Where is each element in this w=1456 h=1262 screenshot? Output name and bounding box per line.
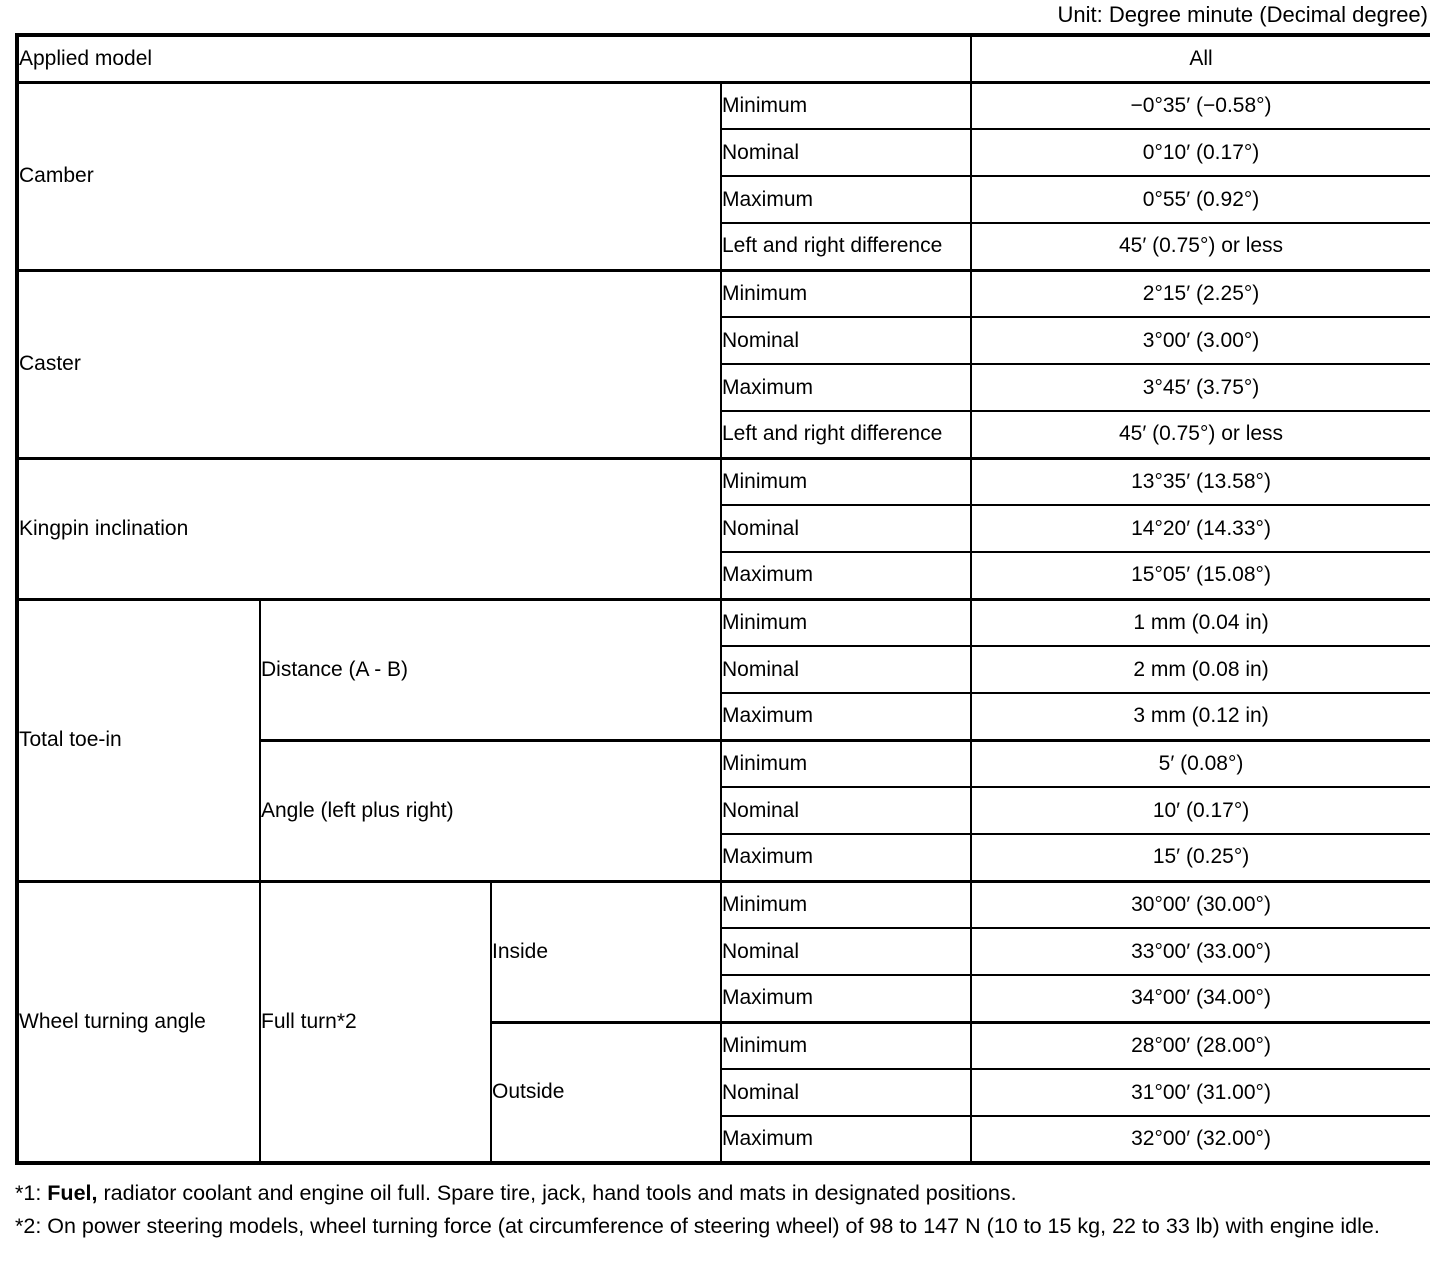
turning-inside-maximum-label: Maximum [719, 974, 973, 1023]
caster-maximum-value: 3°45′ (3.75°) [970, 363, 1431, 412]
table-row: Left and right difference 45′ (0.75°) or… [17, 222, 1431, 271]
toe-distance-nominal-label: Nominal [719, 645, 973, 694]
table-row: Maximum 32°00′ (32.00°) [17, 1115, 1431, 1164]
table-row: Nominal 2 mm (0.08 in) [17, 645, 1431, 694]
section-label-caster: Caster [16, 268, 722, 459]
caster-minimum-label: Minimum [719, 268, 973, 318]
toe-distance-nominal-value: 2 mm (0.08 in) [970, 645, 1431, 694]
table-row: Nominal 3°00′ (3.00°) [17, 316, 1431, 365]
kingpin-nominal-label: Nominal [719, 504, 973, 553]
table-row: Nominal 0°10′ (0.17°) [17, 128, 1431, 177]
kingpin-maximum-label: Maximum [719, 551, 973, 600]
applied-model-header-cell: Applied model [15, 34, 973, 83]
caster-maximum-label: Maximum [719, 363, 973, 412]
unit-note: Unit: Degree minute (Decimal degree) [1057, 2, 1429, 27]
table-row: Maximum 15′ (0.25°) [17, 833, 1431, 882]
toe-angle-maximum-label: Maximum [719, 833, 973, 882]
footnote-1-marker: *1: [15, 1181, 42, 1205]
turning-outside-nominal-label: Nominal [719, 1068, 973, 1117]
table-row: Kingpin inclination Minimum 13°35′ (13.5… [16, 456, 1431, 600]
toe-angle-nominal-value: 10′ (0.17°) [970, 786, 1431, 835]
camber-minimum-label: Minimum [719, 80, 973, 130]
turning-outside-minimum-label: Minimum [719, 1020, 973, 1070]
toe-distance-maximum-value: 3 mm (0.12 in) [970, 692, 1431, 741]
camber-minimum-value: −0°35′ (−0.58°) [970, 80, 1431, 130]
table-row: Nominal 14°20′ (14.33°) [17, 504, 1431, 553]
kingpin-maximum-value: 15°05′ (15.08°) [970, 551, 1431, 600]
subsection-label-distance: Distance (A - B) [259, 597, 722, 741]
footnote-1: *1: Fuel, radiator coolant and engine oi… [15, 1178, 1428, 1208]
table-row: Nominal 31°00′ (31.00°) [17, 1068, 1431, 1117]
table-row: Nominal 10′ (0.17°) [17, 786, 1431, 835]
subsection-label-inside: Inside [490, 879, 722, 1023]
section-label-wheel-turning-angle: Wheel turning angle [16, 879, 261, 1164]
table-row: Nominal 33°00′ (33.00°) [17, 927, 1431, 976]
turning-inside-minimum-label: Minimum [719, 879, 973, 929]
applied-model-value-cell: All [970, 34, 1431, 83]
section-label-total-toe-in: Total toe-in [16, 597, 261, 882]
footnote-1-bold-text: Fuel, [47, 1181, 98, 1205]
table-row: Maximum 3°45′ (3.75°) [17, 363, 1431, 412]
camber-nominal-value: 0°10′ (0.17°) [970, 128, 1431, 177]
caster-lr-difference-value: 45′ (0.75°) or less [970, 410, 1431, 459]
table-row: Left and right difference 45′ (0.75°) or… [17, 410, 1431, 459]
subsection-label-outside: Outside [490, 1020, 722, 1164]
toe-distance-minimum-label: Minimum [719, 597, 973, 647]
footnote-1-text: radiator coolant and engine oil full. Sp… [103, 1181, 1017, 1205]
turning-inside-nominal-value: 33°00′ (33.00°) [970, 927, 1431, 976]
table-row: Maximum 0°55′ (0.92°) [17, 175, 1431, 224]
toe-distance-maximum-label: Maximum [719, 692, 973, 741]
wheel-alignment-spec-table: Applied model All Camber Minimum −0°35′ … [15, 33, 1431, 1165]
turning-outside-minimum-value: 28°00′ (28.00°) [970, 1020, 1431, 1070]
qualifier-label-full-turn: Full turn*2 [259, 879, 492, 1164]
footnotes: *1: Fuel, radiator coolant and engine oi… [15, 1178, 1428, 1241]
table-row: Maximum 15°05′ (15.08°) [17, 551, 1431, 600]
footnote-2: *2: On power steering models, wheel turn… [15, 1214, 1380, 1238]
turning-outside-nominal-value: 31°00′ (31.00°) [970, 1068, 1431, 1117]
table-row: Total toe-in Distance (A - B) Minimum 1 … [16, 597, 1431, 882]
turning-inside-maximum-value: 34°00′ (34.00°) [970, 974, 1431, 1023]
table-row: Maximum 3 mm (0.12 in) [17, 692, 1431, 741]
caster-lr-difference-label: Left and right difference [719, 410, 973, 459]
table-row: Wheel turning angle Full turn*2 Inside M… [16, 879, 1431, 1164]
toe-angle-nominal-label: Nominal [719, 786, 973, 835]
toe-angle-minimum-value: 5′ (0.08°) [970, 738, 1431, 788]
table-row: Camber Minimum −0°35′ (−0.58°) [16, 80, 1431, 271]
camber-maximum-value: 0°55′ (0.92°) [970, 175, 1431, 224]
toe-angle-minimum-label: Minimum [719, 738, 973, 788]
camber-lr-difference-value: 45′ (0.75°) or less [970, 222, 1431, 271]
camber-lr-difference-label: Left and right difference [719, 222, 973, 271]
table-row: Outside Minimum 28°00′ (28.00°) [17, 1020, 1431, 1164]
header-row: Applied model All [15, 34, 1431, 83]
turning-outside-maximum-value: 32°00′ (32.00°) [970, 1115, 1431, 1164]
kingpin-minimum-label: Minimum [719, 456, 973, 506]
subsection-label-angle: Angle (left plus right) [259, 738, 722, 882]
table-row: Maximum 34°00′ (34.00°) [17, 974, 1431, 1023]
section-label-kingpin-inclination: Kingpin inclination [16, 456, 722, 600]
camber-maximum-label: Maximum [719, 175, 973, 224]
caster-nominal-value: 3°00′ (3.00°) [970, 316, 1431, 365]
toe-angle-maximum-value: 15′ (0.25°) [970, 833, 1431, 882]
table-row: Caster Minimum 2°15′ (2.25°) [16, 268, 1431, 459]
caster-nominal-label: Nominal [719, 316, 973, 365]
toe-distance-minimum-value: 1 mm (0.04 in) [970, 597, 1431, 647]
kingpin-nominal-value: 14°20′ (14.33°) [970, 504, 1431, 553]
caster-minimum-value: 2°15′ (2.25°) [970, 268, 1431, 318]
section-label-camber: Camber [16, 80, 722, 271]
camber-nominal-label: Nominal [719, 128, 973, 177]
turning-inside-minimum-value: 30°00′ (30.00°) [970, 879, 1431, 929]
turning-inside-nominal-label: Nominal [719, 927, 973, 976]
table-row: Angle (left plus right) Minimum 5′ (0.08… [17, 738, 1431, 882]
kingpin-minimum-value: 13°35′ (13.58°) [970, 456, 1431, 506]
turning-outside-maximum-label: Maximum [719, 1115, 973, 1164]
